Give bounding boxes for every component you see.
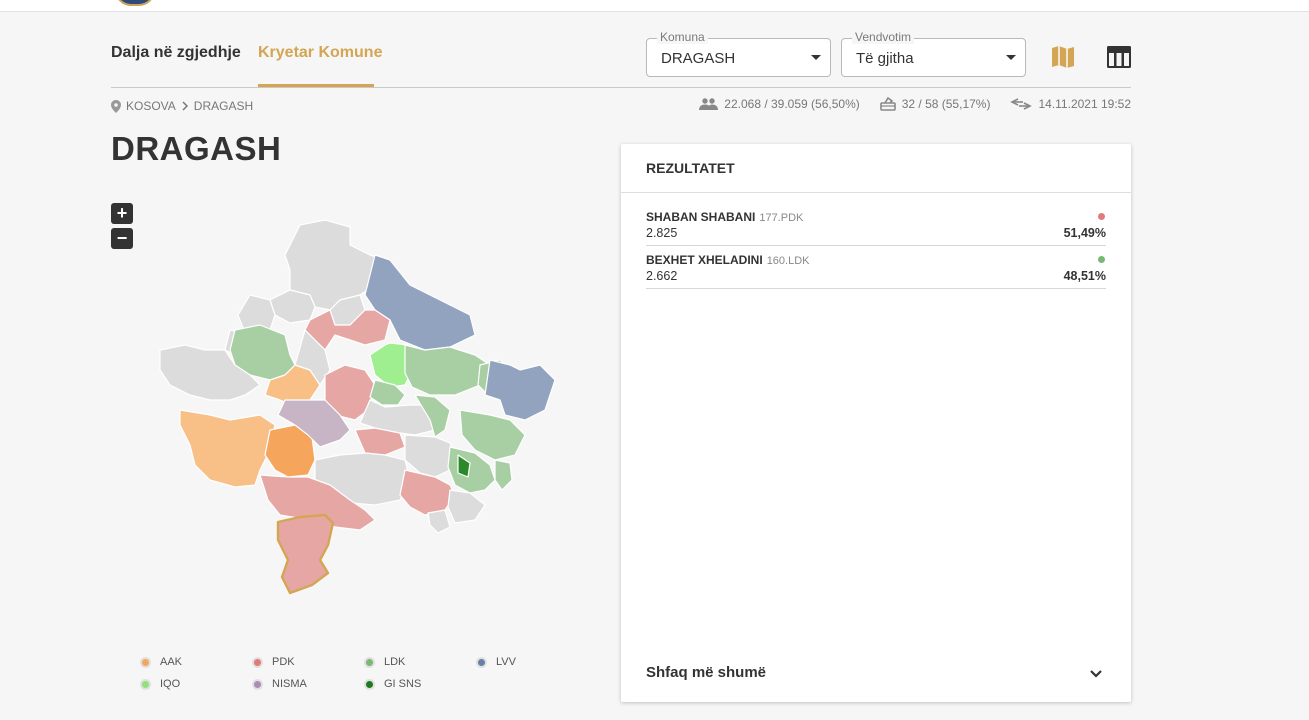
legend-item-iqo[interactable]: IQO: [140, 678, 180, 690]
municipality-gjilan[interactable]: [459, 409, 526, 461]
results-title: REZULTATET: [621, 144, 1131, 193]
legend-dot: [252, 656, 263, 668]
municipality-map[interactable]: [150, 215, 570, 605]
result-row[interactable]: SHABAN SHABANI 177.PDK 2.825 51,49%: [646, 206, 1106, 246]
turnout-stat: 22.068 / 39.059 (56,50%): [699, 97, 860, 111]
legend-dot: [364, 678, 375, 690]
tab-turnout[interactable]: Dalja në zgjedhje: [111, 44, 241, 61]
municipality-klina[interactable]: [264, 364, 321, 408]
people-icon: [699, 98, 719, 110]
active-tab-indicator: [258, 84, 374, 87]
legend-dot: [140, 656, 151, 668]
candidate-votes: 2.662: [646, 269, 678, 283]
candidate-name-line: SHABAN SHABANI 177.PDK: [646, 210, 803, 224]
party-color-dot: [1098, 256, 1105, 263]
turnout-value: 22.068 / 39.059 (56,50%): [724, 97, 860, 111]
breadcrumb-root[interactable]: KOSOVA: [126, 99, 176, 113]
komuna-select[interactable]: Komuna DRAGASH: [646, 30, 831, 77]
legend-dot: [476, 656, 487, 668]
municipality-malisheva[interactable]: [277, 399, 351, 448]
swap-arrows-icon: [1010, 98, 1033, 110]
vendvotim-select[interactable]: Vendvotim Të gjitha: [841, 30, 1026, 77]
pin-icon: [111, 99, 121, 113]
legend-dot: [252, 678, 263, 690]
municipality-rugova[interactable]: [159, 344, 261, 401]
map-legend: AAK PDK LDK LVV IQO NISMA GI SNS: [140, 656, 600, 706]
updated-value: 14.11.2021 19:52: [1038, 97, 1131, 111]
dropdown-caret-icon: [1006, 55, 1016, 60]
table-icon: [1107, 46, 1131, 68]
municipality-fushe-kosove[interactable]: [369, 379, 406, 406]
candidate-name-line: BEXHET XHELADINI 160.LDK: [646, 253, 810, 267]
chevron-down-icon[interactable]: [1086, 664, 1106, 684]
municipality-kllokot[interactable]: [457, 454, 471, 478]
municipality-kamenica[interactable]: [484, 359, 556, 421]
candidate-votes: 2.825: [646, 226, 678, 240]
dropdown-caret-icon: [811, 55, 821, 60]
legend-dot: [140, 678, 151, 690]
map-view-button[interactable]: [1050, 44, 1076, 70]
candidate-percent: 48,51%: [1063, 269, 1106, 283]
municipality-gracanica[interactable]: [414, 394, 451, 438]
municipality-hani-i-elezit[interactable]: [427, 509, 451, 534]
candidate-party: 177.PDK: [759, 212, 804, 224]
municipality-zvecan[interactable]: [269, 289, 316, 324]
municipality-kacanik[interactable]: [399, 469, 456, 516]
table-view-button[interactable]: [1106, 44, 1132, 70]
municipality-dragash[interactable]: [276, 513, 335, 595]
party-color-dot: [1098, 213, 1105, 220]
legend-item-gi-sns[interactable]: GI SNS: [364, 678, 421, 690]
zoom-in-button[interactable]: +: [111, 203, 133, 224]
kosovo-map[interactable]: [150, 215, 570, 605]
stations-value: 32 / 58 (55,17%): [901, 97, 991, 111]
breadcrumb-current: DRAGASH: [193, 99, 254, 113]
legend-item-pdk[interactable]: PDK: [252, 656, 295, 668]
result-row[interactable]: BEXHET XHELADINI 160.LDK 2.662 48,51%: [646, 249, 1106, 289]
municipality-ferizaj[interactable]: [404, 434, 456, 478]
updated-stat: 14.11.2021 19:52: [1010, 97, 1131, 111]
chevron-right-icon: [182, 101, 188, 111]
show-more-button[interactable]: Shfaq më shumë: [646, 664, 767, 681]
stats-bar: 22.068 / 39.059 (56,50%) 32 / 58 (55,17%…: [679, 97, 1131, 111]
legend-item-aak[interactable]: AAK: [140, 656, 182, 668]
legend-dot: [364, 656, 375, 668]
vendvotim-select-value: Të gjitha: [856, 50, 914, 67]
top-bar: [0, 0, 1309, 12]
tabs-divider: [111, 87, 1131, 88]
candidate-name: BEXHET XHELADINI: [646, 253, 763, 267]
breadcrumb: KOSOVA DRAGASH: [111, 99, 253, 113]
vendvotim-select-label: Vendvotim: [852, 30, 915, 44]
candidate-percent: 51,49%: [1063, 226, 1106, 240]
stations-stat: 32 / 58 (55,17%): [879, 97, 991, 111]
komuna-select-value: DRAGASH: [661, 50, 736, 67]
legend-item-ldk[interactable]: LDK: [364, 656, 405, 668]
tab-mayor[interactable]: Kryetar Komune: [258, 44, 383, 61]
ballot-box-icon: [879, 97, 896, 111]
legend-item-nisma[interactable]: NISMA: [252, 678, 307, 690]
logo[interactable]: [115, 0, 155, 6]
candidate-name: SHABAN SHABANI: [646, 210, 756, 224]
municipality-prizren[interactable]: [259, 474, 376, 531]
page-title: DRAGASH: [111, 130, 282, 167]
komuna-select-label: Komuna: [657, 30, 708, 44]
municipality-prishtina[interactable]: [404, 344, 491, 396]
candidate-party: 160.LDK: [766, 255, 810, 267]
zoom-out-button[interactable]: −: [111, 228, 133, 249]
legend-item-lvv[interactable]: LVV: [476, 656, 516, 668]
municipality-skenderaj[interactable]: [294, 329, 331, 386]
municipality-gjakova[interactable]: [179, 409, 276, 488]
municipality-partesh[interactable]: [494, 459, 513, 491]
results-panel: REZULTATET SHABAN SHABANI 177.PDK 2.825 5…: [621, 144, 1131, 702]
municipality-shterpce[interactable]: [447, 489, 486, 524]
map-icon: [1052, 46, 1074, 68]
